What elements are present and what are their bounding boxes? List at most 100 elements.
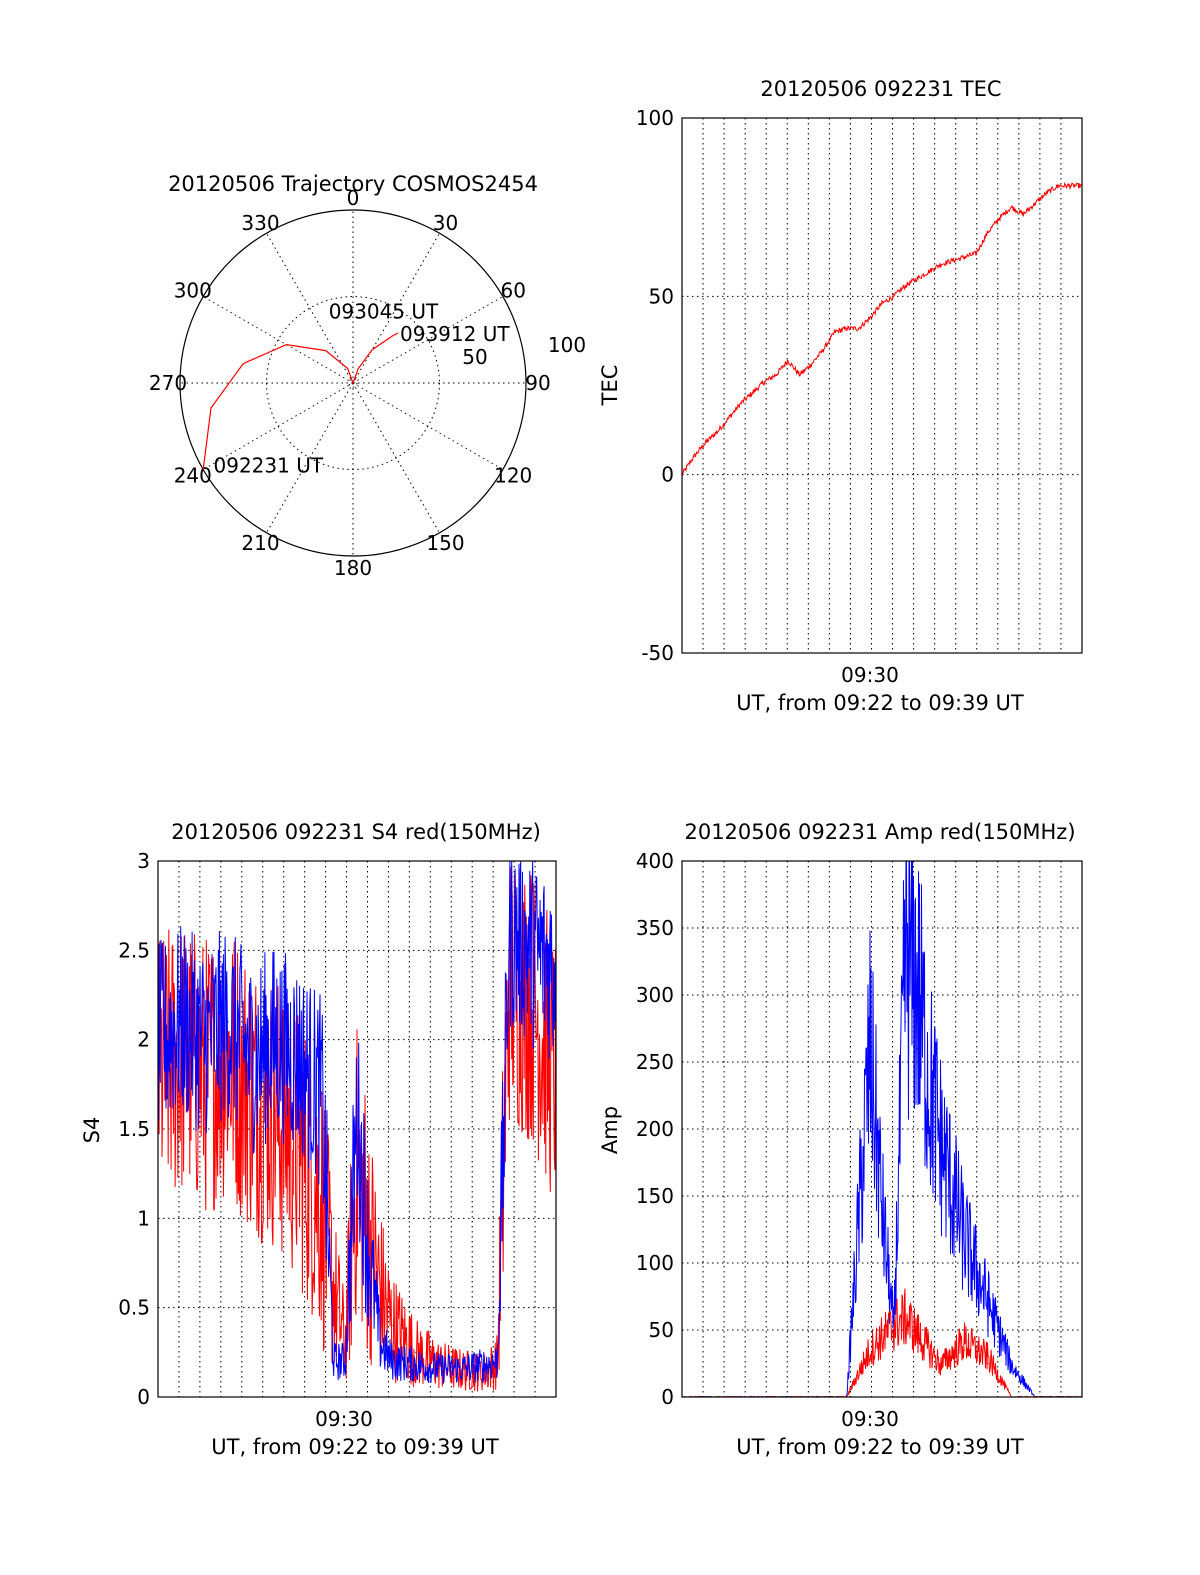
polar-spoke: [352, 232, 440, 384]
azimuth-label: 330: [241, 211, 279, 235]
y-axis-label: TEC: [598, 365, 622, 407]
polar-spoke: [352, 382, 504, 470]
s4-blue-line-point: [485, 1364, 487, 1366]
chart-title: 20120506 092231 S4 red(150MHz): [171, 820, 541, 844]
y-tick-label: 50: [649, 1318, 674, 1342]
azimuth-label: 30: [433, 211, 458, 235]
amp-red-line-point: [916, 1342, 918, 1344]
x-tick-label: 09:30: [841, 1407, 899, 1431]
s4-red-line-point: [251, 1092, 253, 1094]
series-marks: [681, 181, 1083, 476]
azimuth-label: 120: [494, 464, 532, 488]
s4-blue-line-point: [356, 1110, 358, 1112]
tec-line-point: [787, 359, 789, 362]
x-tick-label: 09:30: [315, 1407, 373, 1431]
polar-center-ring: [348, 378, 358, 388]
amp-red-line-point: [869, 1356, 871, 1358]
tec-line-point: [1046, 192, 1048, 194]
y-tick-label: 1.5: [118, 1117, 150, 1141]
y-tick-label: 200: [636, 1117, 674, 1141]
s4-blue-line-point: [461, 1367, 463, 1369]
azimuth-label: 300: [174, 279, 212, 303]
tec-line-point: [1057, 185, 1060, 187]
azimuth-label: 0: [347, 186, 360, 210]
tec-line-point: [975, 252, 977, 255]
y-tick-label: 400: [636, 849, 674, 873]
amp-red-line-point: [893, 1336, 895, 1338]
y-tick-label: 2: [137, 1028, 150, 1052]
tec-line-point: [1034, 203, 1036, 205]
s4-red-line-point: [297, 1146, 300, 1148]
s4-blue-line-point: [274, 1039, 276, 1041]
trajectory-polar-plot: 20120506 Trajectory COSMOS2454 0 30 60 90 12…: [149, 172, 586, 580]
tec-line-point: [846, 327, 848, 329]
azimuth-label: 150: [426, 531, 464, 555]
y-tick-label: 50: [649, 284, 674, 308]
amp-blue-line-point: [869, 1101, 871, 1103]
amp-blue-line-point: [987, 1316, 989, 1318]
y-axis-label: S4: [80, 1117, 104, 1144]
s4-red-line-point: [274, 1110, 276, 1112]
tec-line-point: [834, 331, 836, 333]
polar-grid: [180, 210, 526, 556]
s4-red-line-point: [414, 1351, 417, 1353]
y-tick-label: -50: [641, 641, 674, 665]
polar-spoke: [352, 382, 440, 534]
tec-line-point: [940, 263, 942, 265]
y-tick-label: 1: [137, 1206, 150, 1230]
s4-blue-line-point: [368, 1253, 370, 1255]
s4-blue-line-point: [438, 1367, 440, 1369]
ring-label: 50: [462, 345, 487, 369]
tec-line-point: [822, 349, 824, 351]
plot-frame: [157, 860, 557, 1398]
polar-spoke: [266, 232, 354, 384]
azimuth-label: 90: [525, 371, 550, 395]
amp-blue-line-point: [1010, 1369, 1013, 1371]
s4-blue-line-point: [333, 1360, 335, 1362]
azimuth-label: 180: [334, 556, 372, 580]
time-annotation: 093045 UT: [329, 300, 439, 324]
s4-blue-line-point: [391, 1360, 393, 1362]
azimuth-labels: 0 30 60 90 120 150 180 210 240 270 300 330: [149, 186, 551, 580]
y-tick-labels: 0 0.5 1 1.5 2 2.5 3: [118, 849, 150, 1409]
y-tick-label: 150: [636, 1184, 674, 1208]
amp-red-line-point: [940, 1369, 942, 1371]
amp-blue-line-point: [881, 1235, 883, 1237]
grid: [682, 861, 1082, 1397]
amp-red-line-point: [904, 1329, 907, 1331]
s4-blue-line-point: [508, 931, 510, 934]
tec-line-point: [1010, 206, 1013, 208]
s4-red-line-point: [391, 1324, 393, 1327]
s4-blue-line-point: [297, 1056, 300, 1059]
y-tick-label: 350: [636, 916, 674, 940]
polar-spoke: [266, 382, 354, 534]
polar-spoke: [202, 382, 354, 470]
polar-outer-circle: [179, 209, 527, 557]
tec-line-point: [740, 402, 742, 404]
y-tick-label: 0: [661, 463, 674, 487]
tec-line-point: [928, 270, 930, 272]
polar-spoke: [202, 296, 354, 384]
y-tick-label: 100: [636, 1251, 674, 1275]
chart-title: 20120506 092231 TEC: [760, 77, 1001, 101]
tec-line-point: [693, 456, 695, 458]
s4-blue-line-point: [379, 1342, 381, 1344]
y-tick-label: 0.5: [118, 1296, 150, 1320]
plot-frame: [681, 860, 1083, 1398]
x-axis-label: UT, from 09:22 to 09:39 UT: [736, 691, 1024, 715]
tec-line: [681, 181, 1083, 476]
tec-plot: 20120506 092231 TEC -50 0 50 100 09:30 UT, …: [598, 77, 1083, 715]
tec-line-point: [704, 442, 707, 444]
azimuth-label: 210: [241, 531, 279, 555]
azimuth-label: 240: [174, 464, 212, 488]
chart-title: 20120506 Trajectory COSMOS2454: [168, 172, 538, 196]
s4-blue-line: [157, 860, 557, 1384]
time-annotation: 093912 UT: [400, 322, 510, 346]
y-tick-labels: 0 50 100 150 200 250 300 350 400: [636, 849, 674, 1409]
s4-blue-line-point: [227, 1021, 229, 1023]
polar-spoke: [352, 296, 504, 384]
tec-line-point: [893, 295, 895, 297]
tec-line-point: [1069, 185, 1071, 187]
s4-red-line-point: [204, 1074, 206, 1076]
